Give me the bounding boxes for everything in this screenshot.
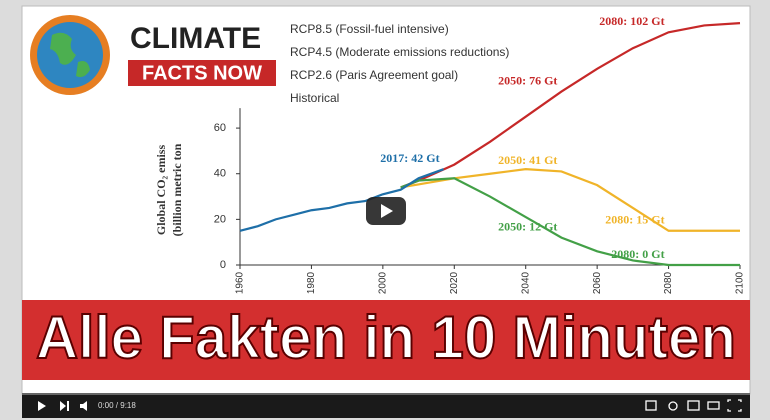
value-label: 2050: 12 Gt xyxy=(498,219,557,233)
y-axis-label: (billion metric ton xyxy=(170,143,184,236)
value-label: 2080: 15 Gt xyxy=(605,213,664,227)
legend-entry: RCP4.5 (Moderate emissions reductions) xyxy=(290,45,509,59)
series-line xyxy=(400,177,740,267)
banner-text: Alle Fakten in 10 Minuten xyxy=(36,304,736,371)
time-display: 0:00 / 9:18 xyxy=(98,401,136,410)
series-line xyxy=(239,168,444,232)
volume-control[interactable] xyxy=(80,401,87,411)
y-tick-label: 20 xyxy=(214,213,226,225)
x-tick-label: 1980 xyxy=(306,271,317,294)
x-tick-label: 2000 xyxy=(377,271,388,294)
globe-icon xyxy=(30,15,110,95)
x-tick-label: 2020 xyxy=(449,271,460,294)
subtitles-control[interactable] xyxy=(645,400,657,411)
legend-entry: Historical xyxy=(290,91,339,105)
fullscreen-control[interactable] xyxy=(727,399,742,412)
x-tick-label: 2100 xyxy=(735,271,746,294)
legend-entry: RCP8.5 (Fossil-fuel intensive) xyxy=(290,22,449,36)
y-tick-label: 60 xyxy=(214,122,226,134)
x-tick-label: 1960 xyxy=(235,271,246,294)
value-label: 2080: 0 Gt xyxy=(611,247,664,261)
control-bar xyxy=(22,394,750,418)
theater-control[interactable] xyxy=(707,401,720,410)
value-label: 2017: 42 Gt xyxy=(380,151,439,165)
banner-bg xyxy=(22,300,750,380)
x-tick-label: 2080 xyxy=(663,271,674,294)
legend-entry: RCP2.6 (Paris Agreement goal) xyxy=(290,68,458,82)
x-tick-label: 2040 xyxy=(520,271,531,294)
brand-badge xyxy=(128,60,276,86)
settings-control[interactable] xyxy=(668,401,678,411)
brand-line2: FACTS NOW xyxy=(142,62,262,84)
y-tick-label: 40 xyxy=(214,168,226,180)
next-control[interactable] xyxy=(60,401,69,411)
value-label: 2050: 76 Gt xyxy=(498,73,557,87)
series-line xyxy=(400,168,740,232)
brand-line1: CLIMATE xyxy=(130,22,261,55)
y-axis-label: Global CO₂ emiss xyxy=(154,145,168,236)
value-label: 2080: 102 Gt xyxy=(599,14,664,28)
progress-bar[interactable] xyxy=(22,393,750,395)
y-tick-label: 0 xyxy=(220,259,226,271)
miniplayer-control[interactable] xyxy=(687,400,700,411)
x-tick-label: 2060 xyxy=(592,271,603,294)
play-button[interactable] xyxy=(366,197,406,225)
play-control[interactable] xyxy=(38,401,46,411)
value-label: 2050: 41 Gt xyxy=(498,153,557,167)
